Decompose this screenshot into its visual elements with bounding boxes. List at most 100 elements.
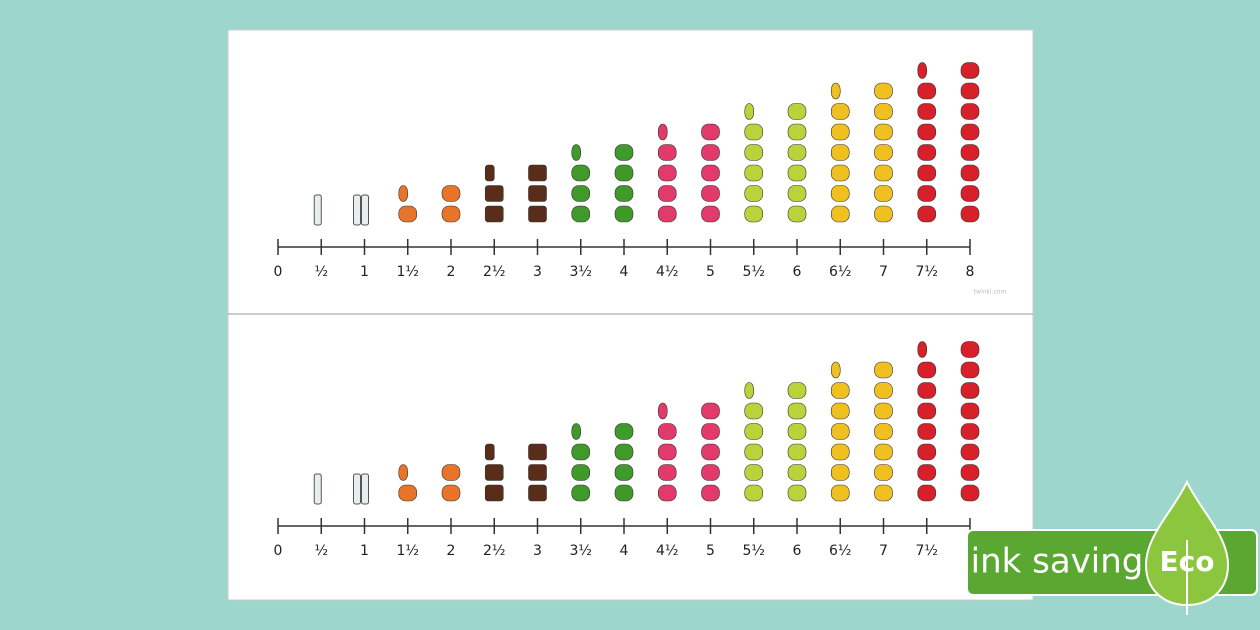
icon: [657, 402, 668, 420]
icon: [960, 62, 980, 79]
icon: [484, 443, 495, 461]
icon-stack: [528, 443, 547, 502]
icon: [830, 123, 850, 141]
icon: [917, 443, 937, 461]
icon: [398, 484, 418, 502]
tick-label: 1½: [397, 543, 419, 559]
icon-stack: [313, 194, 322, 226]
icon-stack: [484, 164, 504, 223]
icon: [614, 464, 634, 481]
icon: [657, 144, 677, 161]
tick-label: 2: [447, 543, 456, 559]
icon: [787, 144, 807, 161]
tick-label: 7½: [916, 264, 938, 280]
icon: [701, 423, 720, 440]
bottle: [353, 194, 361, 226]
icon: [614, 484, 634, 502]
icon: [744, 185, 764, 202]
icon-stack: [830, 361, 850, 502]
icon-stack: [441, 464, 461, 502]
icon: [960, 382, 980, 399]
icon: [917, 62, 928, 79]
icon: [874, 82, 893, 100]
icon: [874, 423, 893, 440]
icon: [614, 185, 634, 202]
icon: [571, 423, 582, 440]
tick-label: 1: [360, 543, 369, 559]
icon: [528, 484, 547, 502]
icon-stack: [571, 144, 591, 223]
icon-stack: [353, 473, 369, 505]
bottle: [361, 473, 369, 505]
icon: [701, 205, 720, 223]
bottle: [361, 194, 369, 226]
tick-label: 2: [447, 264, 456, 280]
icon: [614, 144, 634, 161]
icon: [441, 205, 461, 223]
icon-stack: [353, 194, 369, 226]
icon: [960, 164, 980, 182]
icon-stack: [614, 144, 634, 223]
icon: [701, 164, 720, 182]
icon: [917, 103, 937, 120]
icon: [744, 205, 764, 223]
watermark: twinkl.com: [974, 289, 1007, 296]
icon: [874, 443, 893, 461]
icon-stack: [313, 473, 322, 505]
icon: [657, 164, 677, 182]
tick-label: 8: [966, 264, 975, 280]
icon: [830, 144, 850, 161]
icon: [744, 464, 764, 481]
icon: [917, 205, 937, 223]
icon: [744, 484, 764, 502]
icon: [830, 423, 850, 440]
icon: [484, 164, 495, 182]
icon-stack: [960, 62, 980, 223]
tick-label: 3½: [570, 264, 592, 280]
icon: [917, 423, 937, 440]
icon: [960, 443, 980, 461]
icon: [960, 103, 980, 120]
tick-label: 6½: [829, 264, 851, 280]
icon: [830, 205, 850, 223]
icon: [787, 423, 807, 440]
icon-stack: [874, 361, 893, 502]
icon-stack: [960, 341, 980, 502]
tick-label: 5: [706, 543, 715, 559]
icon: [441, 484, 461, 502]
number-line: 0 ½ 1 1½ 2 2½ 3 3½ 4 4½ 5 5½ 6 6½ 7 7½ 8 twinkl.com: [274, 62, 1007, 296]
icon: [960, 123, 980, 141]
icon-stack: [571, 423, 591, 502]
icon-stack: [787, 103, 807, 223]
icon: [787, 464, 807, 481]
icon: [960, 402, 980, 420]
tick-label: 2½: [483, 543, 505, 559]
icon: [874, 123, 893, 141]
icon: [917, 464, 937, 481]
bottle: [313, 194, 322, 226]
tick-label: 1: [360, 264, 369, 280]
tick-label: 5½: [743, 264, 765, 280]
icon-stack: [917, 341, 937, 502]
icon-stack: [701, 402, 720, 502]
icon: [744, 144, 764, 161]
tick-label: 3½: [570, 543, 592, 559]
icon: [960, 82, 980, 100]
icon: [787, 205, 807, 223]
icon: [657, 205, 677, 223]
icon: [787, 484, 807, 502]
icon: [484, 484, 504, 502]
tick-label: 5: [706, 264, 715, 280]
icon: [657, 443, 677, 461]
icon: [614, 443, 634, 461]
tick-label: 0: [274, 264, 283, 280]
icon: [917, 341, 928, 358]
icon-stack: [917, 62, 937, 223]
tick-label: ½: [314, 264, 328, 280]
icon: [960, 144, 980, 161]
icon: [917, 185, 937, 202]
icon: [830, 382, 850, 399]
tick-label: 3: [533, 264, 542, 280]
icon: [917, 484, 937, 502]
